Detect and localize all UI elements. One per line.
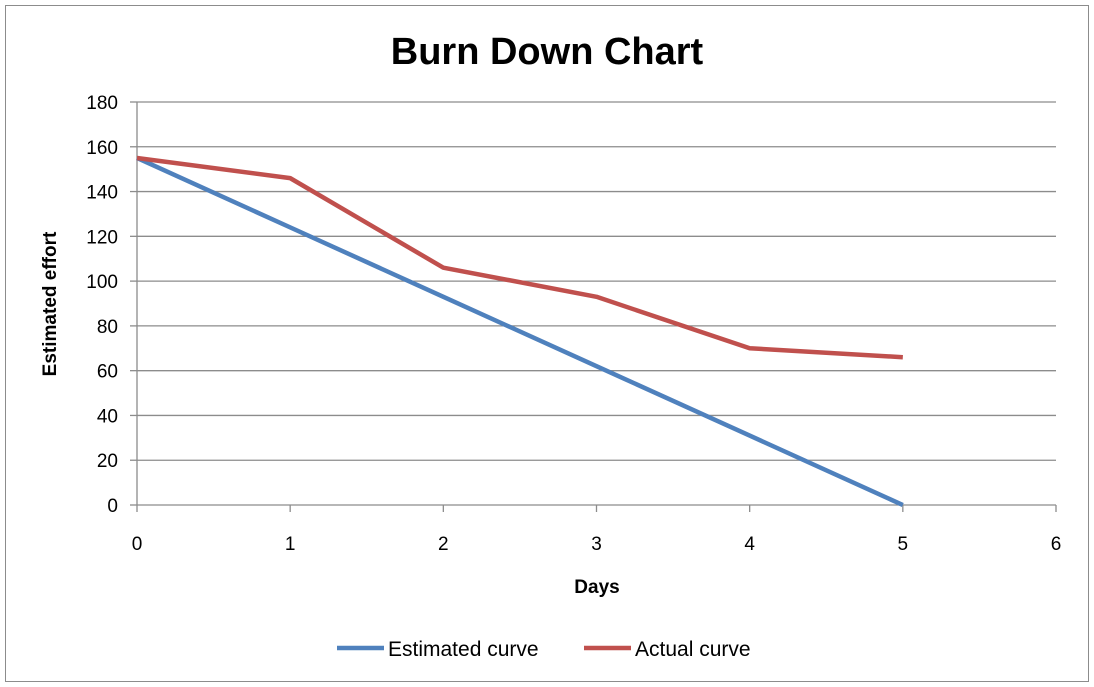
y-tick-label: 40 (97, 406, 118, 427)
y-tick-label: 20 (97, 451, 118, 472)
x-tick-labels: 0 1 2 3 4 5 6 (132, 534, 1062, 555)
series-line-estimated-curve (136, 155, 904, 508)
x-axis-title: Days (574, 577, 619, 598)
legend-item: Actual curve (584, 638, 751, 661)
x-tick-label: 4 (744, 534, 755, 555)
legend-item: Estimated curve (337, 638, 539, 661)
y-tick-label: 140 (86, 183, 118, 204)
series-line-actual-curve (136, 155, 903, 360)
legend-label: Actual curve (635, 638, 751, 661)
legend: Estimated curve Actual curve (337, 638, 751, 661)
y-axis-title: Estimated effort (40, 231, 61, 376)
y-tick-label: 180 (86, 93, 118, 114)
x-tick-label: 2 (438, 534, 449, 555)
x-tick-label: 1 (285, 534, 296, 555)
chart-title: Burn Down Chart (391, 31, 704, 73)
x-tick-label: 6 (1051, 534, 1062, 555)
x-tick-label: 3 (591, 534, 602, 555)
series-lines (136, 155, 904, 508)
y-tick-label: 100 (86, 272, 118, 293)
y-tick-label: 80 (97, 317, 118, 338)
y-tick-label: 0 (107, 496, 118, 517)
x-tick-label: 5 (898, 534, 909, 555)
y-tick-label: 120 (86, 227, 118, 248)
legend-label: Estimated curve (388, 638, 539, 661)
y-tick-labels: 0 20 40 60 80 100 120 140 160 180 (86, 93, 118, 517)
y-tick-label: 60 (97, 362, 118, 383)
y-tick-label: 160 (86, 138, 118, 159)
grid-lines (137, 101, 1056, 461)
x-tick-label: 0 (132, 534, 143, 555)
